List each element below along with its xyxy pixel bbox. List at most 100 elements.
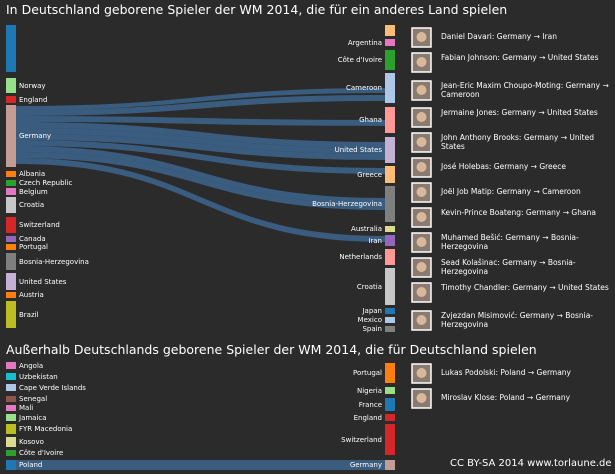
player-face [416, 393, 427, 403]
node [6, 188, 16, 195]
node [385, 235, 395, 246]
player-face [416, 187, 427, 197]
node [6, 424, 16, 434]
title: Außerhalb Deutschlands geborene Spieler … [6, 342, 537, 357]
node-label: Côte d'Ivoire [19, 449, 64, 457]
node [385, 25, 395, 36]
node [6, 414, 16, 421]
node [6, 273, 16, 290]
player-face [416, 262, 427, 272]
node-label: Croatia [356, 282, 382, 291]
node-label: Portugal [353, 369, 382, 377]
node-label: Portugal [19, 243, 48, 251]
node-label: Czech Republic [19, 179, 73, 187]
player-face [416, 287, 427, 297]
player: Daniel Davari: Germany → Iran [441, 32, 557, 41]
node [6, 180, 16, 186]
node-label: Croatia [19, 201, 45, 209]
node-label: Switzerland [19, 221, 60, 229]
player: Miroslav Klose: Poland → Germany [441, 393, 571, 402]
footer: CC BY-SA 2014 www.torlaune.de [450, 458, 612, 469]
node [6, 384, 16, 391]
node-label: Spain [362, 325, 382, 333]
node-label: Cameroon [345, 84, 382, 92]
node [6, 244, 16, 250]
node [6, 105, 16, 167]
node [6, 236, 16, 242]
node-label: Brazil [19, 310, 39, 319]
flow [16, 95, 385, 116]
node [385, 326, 395, 332]
node [385, 308, 395, 314]
flow [16, 134, 385, 160]
node-label: Mali [19, 404, 34, 412]
node-label: Canada [19, 235, 46, 243]
node [385, 363, 395, 383]
title: In Deutschland geborene Spieler der WM 2… [6, 2, 508, 17]
flow [16, 128, 385, 154]
node [385, 317, 395, 323]
node-label: Albania [19, 170, 46, 178]
node-label: United States [19, 277, 67, 286]
node [6, 405, 16, 411]
player-face [416, 85, 427, 95]
player-face [416, 237, 427, 247]
flow [16, 158, 385, 242]
node-label: Kosovo [19, 438, 44, 446]
node [385, 166, 395, 183]
node-label: Netherlands [339, 253, 382, 261]
node [385, 107, 395, 133]
node-label: Bosnia-Herzegovina [19, 257, 89, 266]
node-label: Mexico [357, 316, 382, 324]
node [385, 226, 395, 232]
node [6, 301, 16, 328]
node [6, 437, 16, 447]
node-label: Bosnia-Herzegovina [312, 200, 382, 208]
node [6, 171, 16, 177]
flow [16, 152, 385, 210]
flow [16, 140, 385, 174]
node [385, 460, 395, 470]
node-label: Germany [19, 132, 52, 140]
node-label: France [358, 400, 382, 409]
node-label: Austria [19, 291, 44, 299]
flow [16, 460, 385, 470]
node [385, 137, 395, 163]
player: Joël Job Matip: Germany → Cameroon [441, 187, 581, 196]
node-label: FYR Macedonia [19, 425, 73, 433]
node-label: Iran [368, 236, 382, 245]
node-label: Ghana [359, 116, 382, 124]
node-label: United States [334, 146, 382, 154]
node [6, 253, 16, 270]
player: Jean-Eric Maxim Choupo-Moting: Germany →… [441, 81, 609, 99]
player: John Anthony Brooks: Germany → United St… [441, 133, 595, 151]
node [6, 197, 16, 213]
player-face [416, 315, 427, 325]
player: Jermaine Jones: Germany → United States [441, 108, 598, 117]
player: Fabian Johnson: Germany → United States [441, 53, 599, 62]
node-label: Japan [362, 307, 382, 315]
player: Timothy Chandler: Germany → United State… [441, 283, 609, 292]
player: Muhamed Bešić: Germany → Bosnia-Herzegov… [441, 233, 579, 251]
flow [16, 116, 385, 126]
node [385, 73, 395, 103]
player-face [416, 137, 427, 147]
player-face [416, 212, 427, 222]
node-label: Angola [19, 361, 44, 370]
node [6, 25, 16, 72]
node [385, 186, 395, 222]
node [385, 50, 395, 70]
player-face [416, 57, 427, 67]
node [385, 398, 395, 411]
node-label: Uzbekistan [19, 372, 58, 381]
flow [16, 122, 385, 148]
player: Sead Kolašinac: Germany → Bosnia-Herzego… [441, 258, 576, 276]
node [385, 39, 395, 46]
node [6, 96, 16, 103]
node-label: Senegal [19, 395, 48, 403]
node-label: Argentina [347, 38, 382, 47]
node-label: Greece [357, 170, 382, 179]
node-label: England [19, 95, 48, 104]
node [6, 460, 16, 470]
